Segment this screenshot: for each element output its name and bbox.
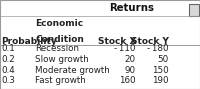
Text: Economic: Economic — [35, 19, 83, 28]
Text: Returns: Returns — [109, 3, 154, 13]
Text: - 180: - 180 — [147, 44, 169, 53]
Text: 0.4: 0.4 — [1, 66, 15, 75]
Text: Probability: Probability — [1, 37, 57, 46]
Text: 190: 190 — [152, 76, 169, 86]
Text: 90: 90 — [125, 66, 136, 75]
Text: 0.1: 0.1 — [1, 44, 15, 53]
Text: Fast growth: Fast growth — [35, 76, 86, 86]
Text: Recession: Recession — [35, 44, 79, 53]
FancyBboxPatch shape — [189, 4, 199, 16]
Text: 0.2: 0.2 — [1, 55, 15, 64]
Text: - 110: - 110 — [114, 44, 136, 53]
Text: 160: 160 — [119, 76, 136, 86]
Text: Stock X: Stock X — [98, 37, 136, 46]
Text: 0.3: 0.3 — [1, 76, 15, 86]
Text: Condition: Condition — [35, 35, 84, 44]
Text: 20: 20 — [125, 55, 136, 64]
Text: Slow growth: Slow growth — [35, 55, 89, 64]
Text: Moderate growth: Moderate growth — [35, 66, 110, 75]
Text: Stock Y: Stock Y — [131, 37, 169, 46]
Text: 150: 150 — [152, 66, 169, 75]
Text: 50: 50 — [158, 55, 169, 64]
